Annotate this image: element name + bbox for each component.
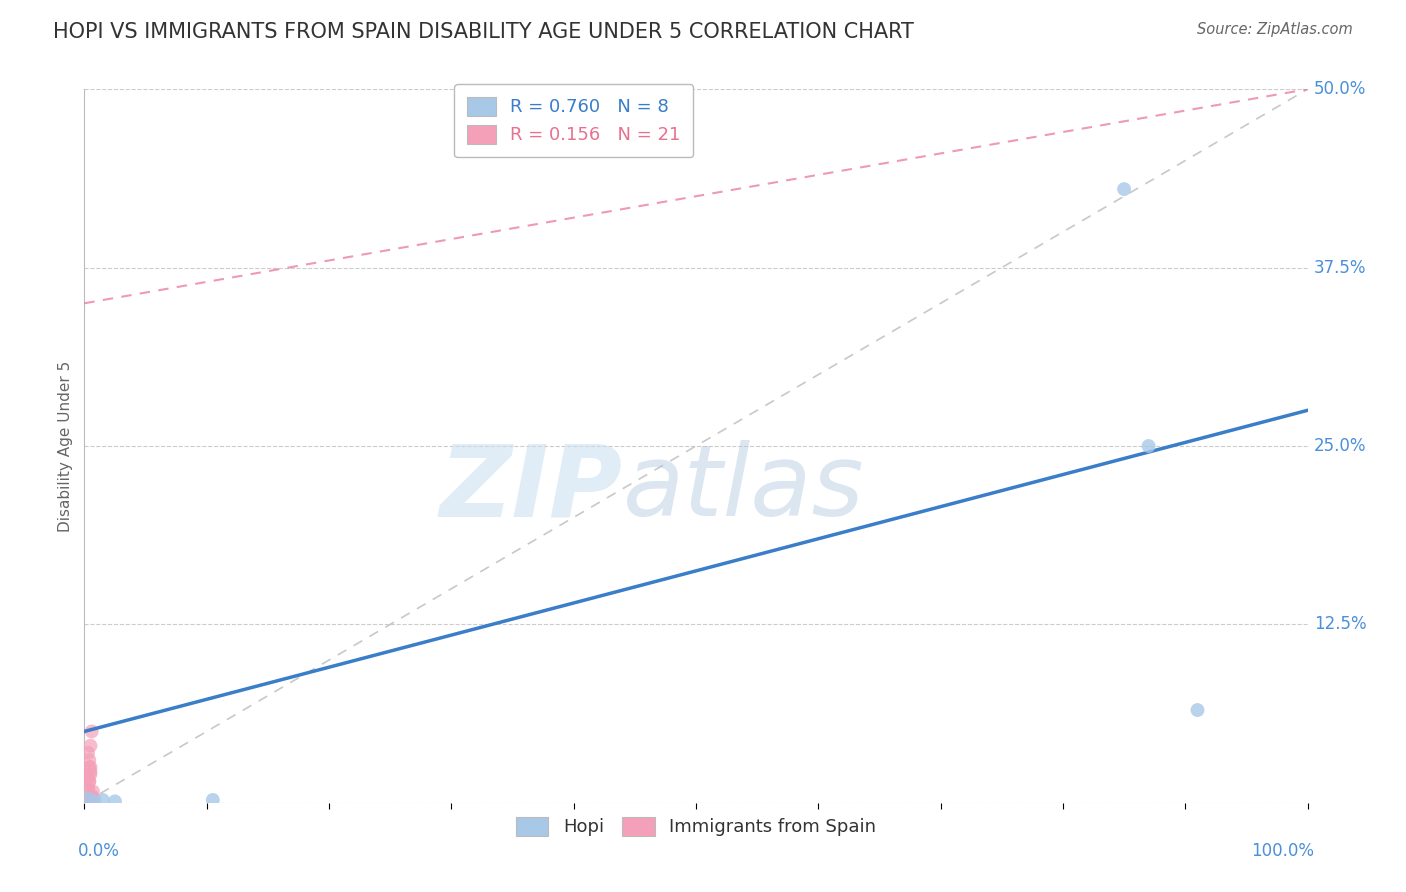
Point: [79, 767, 101, 781]
Point: [83, 791, 105, 805]
Point: [79, 793, 101, 807]
Text: ZIP: ZIP: [440, 441, 623, 537]
Point: [77, 746, 100, 760]
Point: [77, 774, 100, 789]
Point: [82, 784, 104, 798]
Text: 37.5%: 37.5%: [1313, 259, 1367, 277]
Point: [91, 793, 114, 807]
Point: [80, 724, 103, 739]
Point: [77, 791, 100, 805]
Text: 25.0%: 25.0%: [1313, 437, 1367, 455]
Point: [79, 764, 101, 779]
Point: [76, 793, 98, 807]
Point: [79, 760, 101, 774]
Point: [80, 791, 103, 805]
Text: 50.0%: 50.0%: [1313, 80, 1367, 98]
Point: [77, 781, 100, 796]
Text: 0.0%: 0.0%: [79, 842, 120, 860]
Point: [104, 794, 127, 808]
Point: [77, 753, 100, 767]
Point: [1114, 182, 1136, 196]
Text: 100.0%: 100.0%: [1251, 842, 1313, 860]
Point: [77, 770, 100, 784]
Point: [77, 760, 100, 774]
Point: [83, 794, 105, 808]
Legend: Hopi, Immigrants from Spain: Hopi, Immigrants from Spain: [505, 805, 887, 847]
Text: atlas: atlas: [623, 441, 865, 537]
Point: [77, 774, 100, 789]
Point: [77, 781, 100, 796]
Point: [1137, 439, 1160, 453]
Point: [201, 793, 224, 807]
Text: 12.5%: 12.5%: [1313, 615, 1367, 633]
Text: Source: ZipAtlas.com: Source: ZipAtlas.com: [1197, 22, 1353, 37]
Point: [79, 739, 101, 753]
Point: [77, 791, 100, 805]
Point: [1187, 703, 1209, 717]
Text: HOPI VS IMMIGRANTS FROM SPAIN DISABILITY AGE UNDER 5 CORRELATION CHART: HOPI VS IMMIGRANTS FROM SPAIN DISABILITY…: [53, 22, 914, 42]
Point: [80, 789, 103, 803]
Y-axis label: Disability Age Under 5: Disability Age Under 5: [58, 360, 73, 532]
Point: [79, 794, 101, 808]
